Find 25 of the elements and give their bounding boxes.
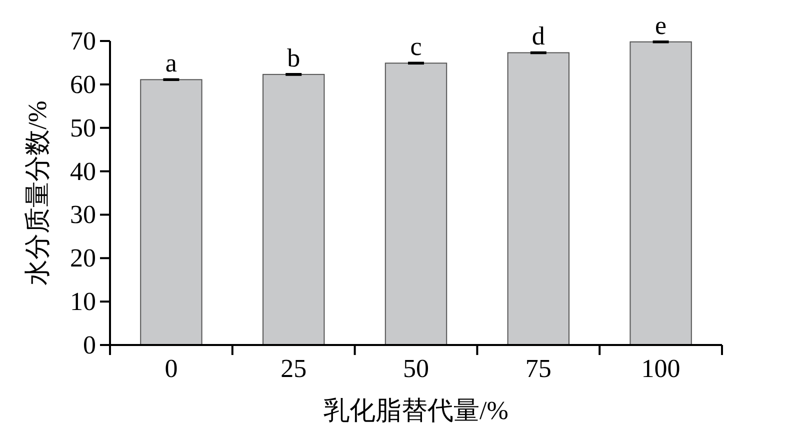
y-tick-label: 40	[70, 156, 96, 186]
bar	[507, 52, 570, 346]
annotation: d	[532, 22, 545, 51]
bar	[262, 74, 325, 346]
x-tick-label: 100	[641, 354, 680, 383]
y-tick-label: 10	[70, 287, 96, 316]
annotation: e	[655, 10, 667, 40]
x-tick-label: 0	[164, 354, 178, 383]
y-tick-label: 50	[70, 113, 96, 142]
y-tick-label: 70	[70, 26, 96, 56]
x-tick-label: 75	[525, 354, 552, 383]
bar	[630, 41, 692, 346]
annotation: c	[410, 32, 422, 62]
x-tick-label: 25	[280, 354, 307, 383]
annotation: a	[165, 48, 178, 78]
y-tick-label: 30	[70, 200, 96, 230]
y-tick-label: 0	[83, 330, 96, 360]
bar	[140, 79, 202, 346]
y-tick-label: 60	[70, 70, 96, 99]
bar	[384, 62, 448, 346]
annotation: b	[287, 43, 300, 72]
y-tick-label: 20	[70, 244, 96, 273]
y-axis-title: 水分质量分数/%	[23, 100, 52, 286]
x-axis-title: 乳化脂替代量/%	[324, 396, 508, 425]
x-tick-label: 50	[403, 354, 429, 383]
